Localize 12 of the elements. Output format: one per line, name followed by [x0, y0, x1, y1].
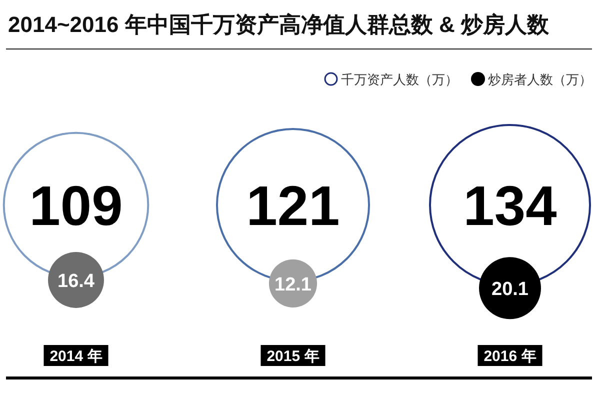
category-label: 2015 年: [266, 348, 320, 365]
data-label: 134: [463, 174, 557, 237]
text: 2014~2016 年中国千万资产高净值人群总数 & 炒房人数: [8, 12, 550, 37]
legend-label: 千万资产人数（万）: [341, 72, 458, 87]
category-label: 2014 年: [50, 348, 102, 365]
data-label: 20.1: [492, 279, 529, 300]
data-label: 16.4: [58, 270, 95, 292]
data-label: 12.1: [274, 274, 312, 296]
data-label: 121: [246, 174, 340, 237]
category-label: 2016 年: [484, 348, 536, 365]
legend-label: 炒房者人数（万）: [488, 72, 592, 87]
data-label: 109: [29, 174, 123, 237]
